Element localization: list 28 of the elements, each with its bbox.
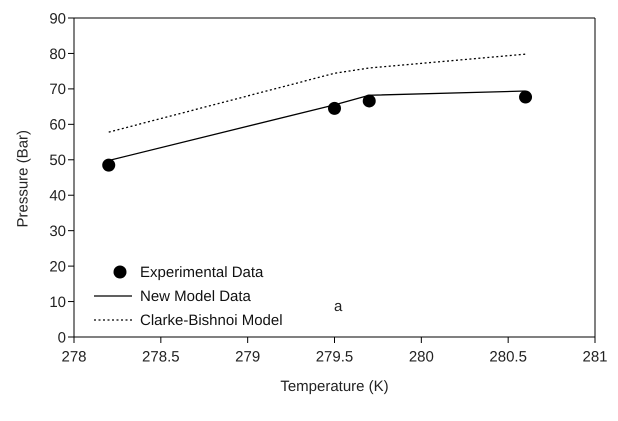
point [519, 90, 532, 104]
x-tick-label: 280.5 [489, 348, 527, 366]
x-tick-label: 280 [408, 348, 434, 366]
x-tick-label: 278.5 [142, 348, 180, 366]
y-axis-title: Pressure (Bar) [14, 130, 32, 228]
y-tick-label: 0 [58, 329, 66, 346]
y-tick-label: 90 [49, 10, 66, 28]
y-tick-label: 50 [49, 152, 66, 170]
annotation: a [334, 298, 342, 315]
y-tick-label: 70 [49, 81, 66, 98]
y-tick-label: 10 [49, 294, 66, 311]
point [362, 94, 376, 108]
line-series [108, 54, 526, 133]
point [102, 158, 116, 172]
x-tick-label: 278 [61, 348, 87, 366]
y-tick-label: 60 [49, 116, 66, 134]
point [328, 102, 341, 115]
x-axis-title: Temperature (K) [280, 378, 389, 395]
y-tick-label: 40 [49, 188, 66, 205]
x-tick-label: 281 [582, 348, 608, 366]
legend-label: New Model Data [140, 288, 251, 304]
legend-label: Clarke-Bishnoi Model [140, 312, 283, 328]
x-tick-label: 279.5 [316, 348, 354, 366]
y-tick-label: 80 [49, 46, 66, 63]
legend-label: Experimental Data [140, 264, 264, 280]
x-tick-label: 279 [235, 348, 260, 366]
y-tick-label: 30 [49, 222, 66, 240]
y-tick-label: 20 [49, 258, 66, 276]
